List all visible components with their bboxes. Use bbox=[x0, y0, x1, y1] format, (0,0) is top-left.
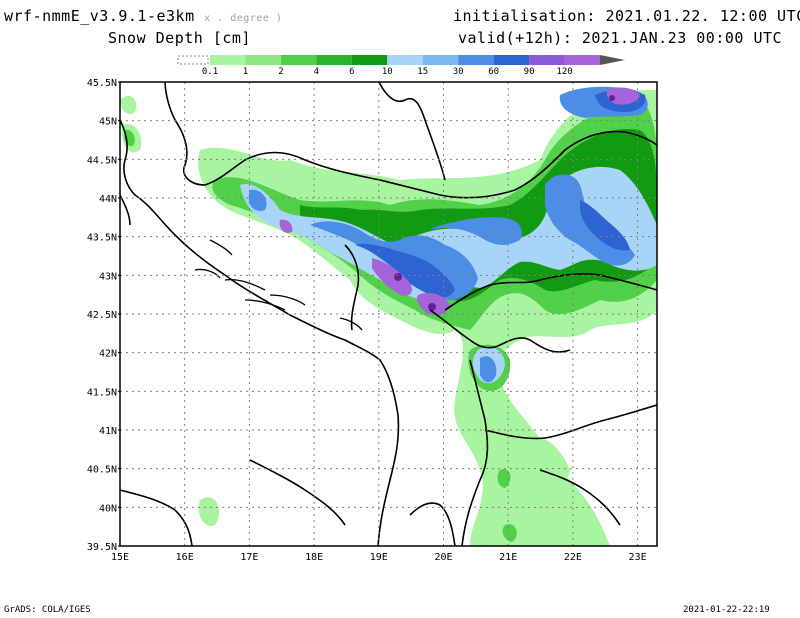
init-time: initialisation: 2021.01.22. 12:00 UTC bbox=[453, 7, 800, 25]
latitude-axis: 45.5N 45N 44.5N 44N 43.5N 43N 42.5N 42N 41.5N 41N… bbox=[87, 78, 120, 553]
colorbar-arrow bbox=[600, 55, 625, 65]
colorbar-swatch bbox=[422, 55, 459, 65]
snow-120cm-area bbox=[394, 95, 615, 311]
lat-tick-label: 43N bbox=[99, 271, 117, 282]
colorbar-level-label: 4 bbox=[314, 67, 319, 77]
colorbar-swatch bbox=[458, 55, 494, 65]
colorbar-under-swatch bbox=[177, 55, 209, 65]
lon-tick-label: 20E bbox=[434, 552, 452, 563]
lon-tick-label: 15E bbox=[111, 552, 129, 563]
colorbar-swatch bbox=[493, 55, 530, 65]
lat-tick-label: 41N bbox=[99, 426, 117, 437]
colorbar-swatch bbox=[529, 55, 565, 65]
colorbar-level-label: 0.1 bbox=[202, 67, 218, 77]
colorbar-level-label: 30 bbox=[453, 67, 464, 77]
lon-tick-label: 21E bbox=[499, 552, 517, 563]
colorbar-level-label: 60 bbox=[488, 67, 499, 77]
lon-tick-label: 22E bbox=[564, 552, 582, 563]
lat-tick-label: 40N bbox=[99, 503, 117, 514]
coastlines-borders bbox=[120, 82, 657, 546]
colorbar-level-label: 1 bbox=[243, 67, 248, 77]
colorbar-swatch bbox=[280, 55, 317, 65]
lat-tick-label: 42.5N bbox=[87, 310, 117, 321]
colorbar-level-label: 2 bbox=[278, 67, 283, 77]
lat-tick-label: 43.5N bbox=[87, 233, 117, 244]
colorbar-level-label: 6 bbox=[349, 67, 354, 77]
lon-tick-label: 18E bbox=[305, 552, 323, 563]
colorbar-swatch bbox=[316, 55, 352, 65]
colorbar-swatch bbox=[564, 55, 600, 65]
footer-credit: GrADS: COLA/IGES bbox=[4, 605, 91, 615]
lat-tick-label: 39.5N bbox=[87, 542, 117, 553]
lon-tick-label: 19E bbox=[370, 552, 388, 563]
colorbar-level-label: 15 bbox=[417, 67, 428, 77]
colorbar-swatch bbox=[210, 55, 246, 65]
lat-tick-label: 42N bbox=[99, 349, 117, 360]
valid-time: valid(+12h): 2021.JAN.23 00:00 UTC bbox=[458, 29, 783, 47]
footer-timestamp: 2021-01-22-22:19 bbox=[683, 605, 770, 615]
colorbar-swatch bbox=[387, 55, 423, 65]
lat-tick-label: 41.5N bbox=[87, 387, 117, 398]
colorbar-swatch bbox=[351, 55, 388, 65]
lat-tick-label: 44N bbox=[99, 194, 117, 205]
snow-fields bbox=[120, 82, 657, 546]
model-title: wrf-nmmE_v3.9.1-e3km x . degree ) bbox=[4, 7, 282, 25]
lon-tick-label: 16E bbox=[176, 552, 194, 563]
colorbar-level-label: 120 bbox=[556, 67, 572, 77]
model-name: wrf-nmmE_v3.9.1-e3km bbox=[4, 7, 195, 25]
islands bbox=[194, 239, 363, 331]
variable-title: Snow Depth [cm] bbox=[108, 29, 251, 47]
grid-note: x . degree ) bbox=[204, 13, 283, 24]
longitude-axis: 15E 16E 17E 18E 19E 20E 21E 22E 23E bbox=[111, 552, 647, 563]
colorbar-level-label: 90 bbox=[524, 67, 535, 77]
lon-tick-label: 23E bbox=[629, 552, 647, 563]
lat-tick-label: 45.5N bbox=[87, 78, 117, 89]
snow-depth-colorbar: 0.1 1 2 4 6 10 15 30 60 90 120 bbox=[177, 55, 625, 77]
lat-tick-label: 44.5N bbox=[87, 155, 117, 166]
lat-tick-label: 40.5N bbox=[87, 465, 117, 476]
lon-tick-label: 17E bbox=[240, 552, 258, 563]
lat-tick-label: 45N bbox=[99, 117, 117, 128]
colorbar-level-label: 10 bbox=[382, 67, 393, 77]
colorbar-swatch bbox=[245, 55, 281, 65]
